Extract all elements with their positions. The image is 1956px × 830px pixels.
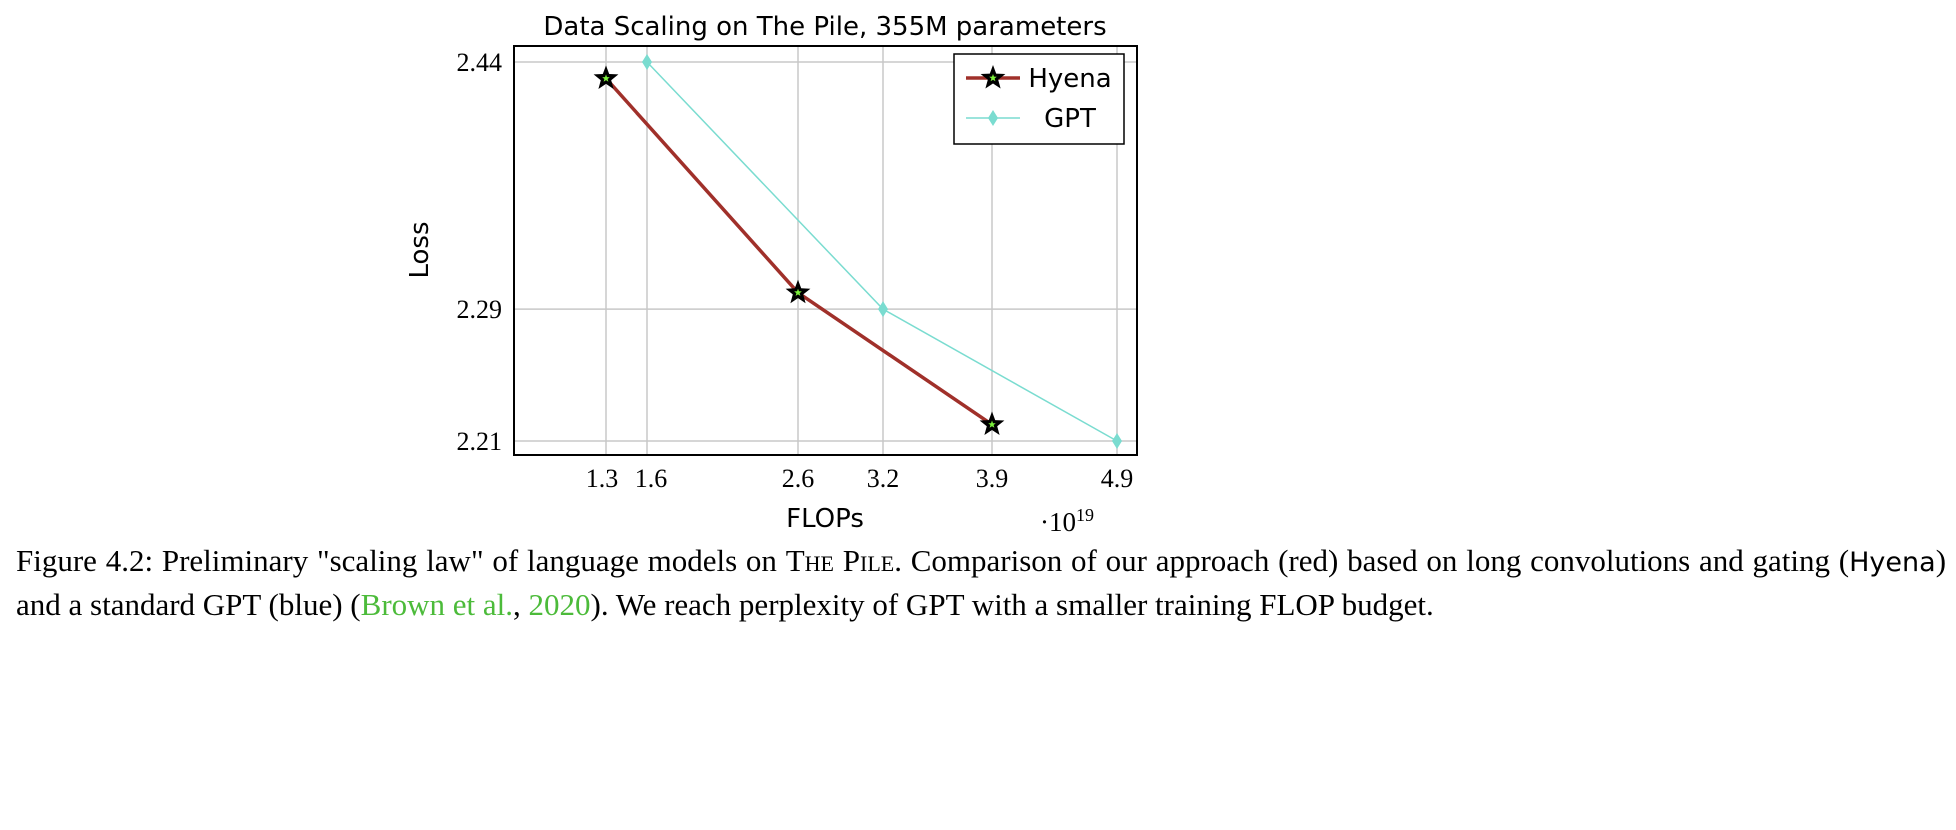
caption-mid1: . Comparison of our approach (red) based… <box>894 543 1850 578</box>
x-tick-label: 2.6 <box>782 464 815 493</box>
x-multiplier-exponent: 19 <box>1076 505 1094 525</box>
x-tick-label: 1.3 <box>586 464 619 493</box>
caption-mid2: ) and a standard GPT (blue) ( <box>16 543 1947 622</box>
hyena-point-center <box>602 74 610 82</box>
x-multiplier: ·1019 <box>1040 505 1094 538</box>
series-markers <box>593 53 1122 449</box>
x-tick-labels: 1.3 1.6 2.6 3.2 3.9 4.9 <box>586 464 1134 493</box>
hyena-point-center <box>794 288 802 296</box>
y-tick-label: 2.44 <box>457 48 503 77</box>
citation-sep: , <box>513 587 529 622</box>
hyena-point-center <box>988 420 996 428</box>
x-tick-label: 3.9 <box>976 464 1009 493</box>
chart-title: Data Scaling on The Pile, 355M parameter… <box>543 12 1106 42</box>
x-tick-label: 4.9 <box>1101 464 1134 493</box>
citation-year-link[interactable]: 2020 <box>528 587 591 622</box>
gpt-point <box>878 301 888 318</box>
figure-caption: Figure 4.2: Preliminary "scaling law" of… <box>16 540 1946 626</box>
gpt-point <box>642 53 652 70</box>
legend-marker-gpt <box>988 110 998 126</box>
x-tick-label: 1.6 <box>635 464 668 493</box>
caption-pile: The Pile <box>785 543 895 578</box>
legend-marker-hyena-center <box>989 74 997 82</box>
legend-label-gpt: GPT <box>1044 104 1096 134</box>
y-tick-label: 2.29 <box>457 295 503 324</box>
x-axis-label: FLOPs <box>786 504 864 530</box>
chart: Data Scaling on The Pile, 355M parameter… <box>405 12 1138 530</box>
plot-frame <box>513 45 1138 456</box>
citation-authors-link[interactable]: Brown et al. <box>360 587 514 622</box>
caption-hyena: Hyena <box>1849 547 1936 578</box>
gpt-point <box>1112 432 1122 449</box>
x-tick-label: 3.2 <box>867 464 900 493</box>
legend-box <box>953 53 1125 145</box>
caption-prefix: Figure 4.2: Preliminary "scaling law" of… <box>16 543 786 578</box>
hyena-line <box>604 77 993 426</box>
y-tick-label: 2.21 <box>457 427 503 456</box>
caption-suffix: ). We reach perplexity of GPT with a sma… <box>590 587 1434 622</box>
legend: Hyena GPT <box>953 53 1125 145</box>
x-multiplier-base: ·10 <box>1040 507 1076 537</box>
y-axis-label: Loss <box>405 221 435 278</box>
y-tick-labels: 2.21 2.29 2.44 <box>457 48 503 456</box>
legend-label-hyena: Hyena <box>1028 64 1111 94</box>
